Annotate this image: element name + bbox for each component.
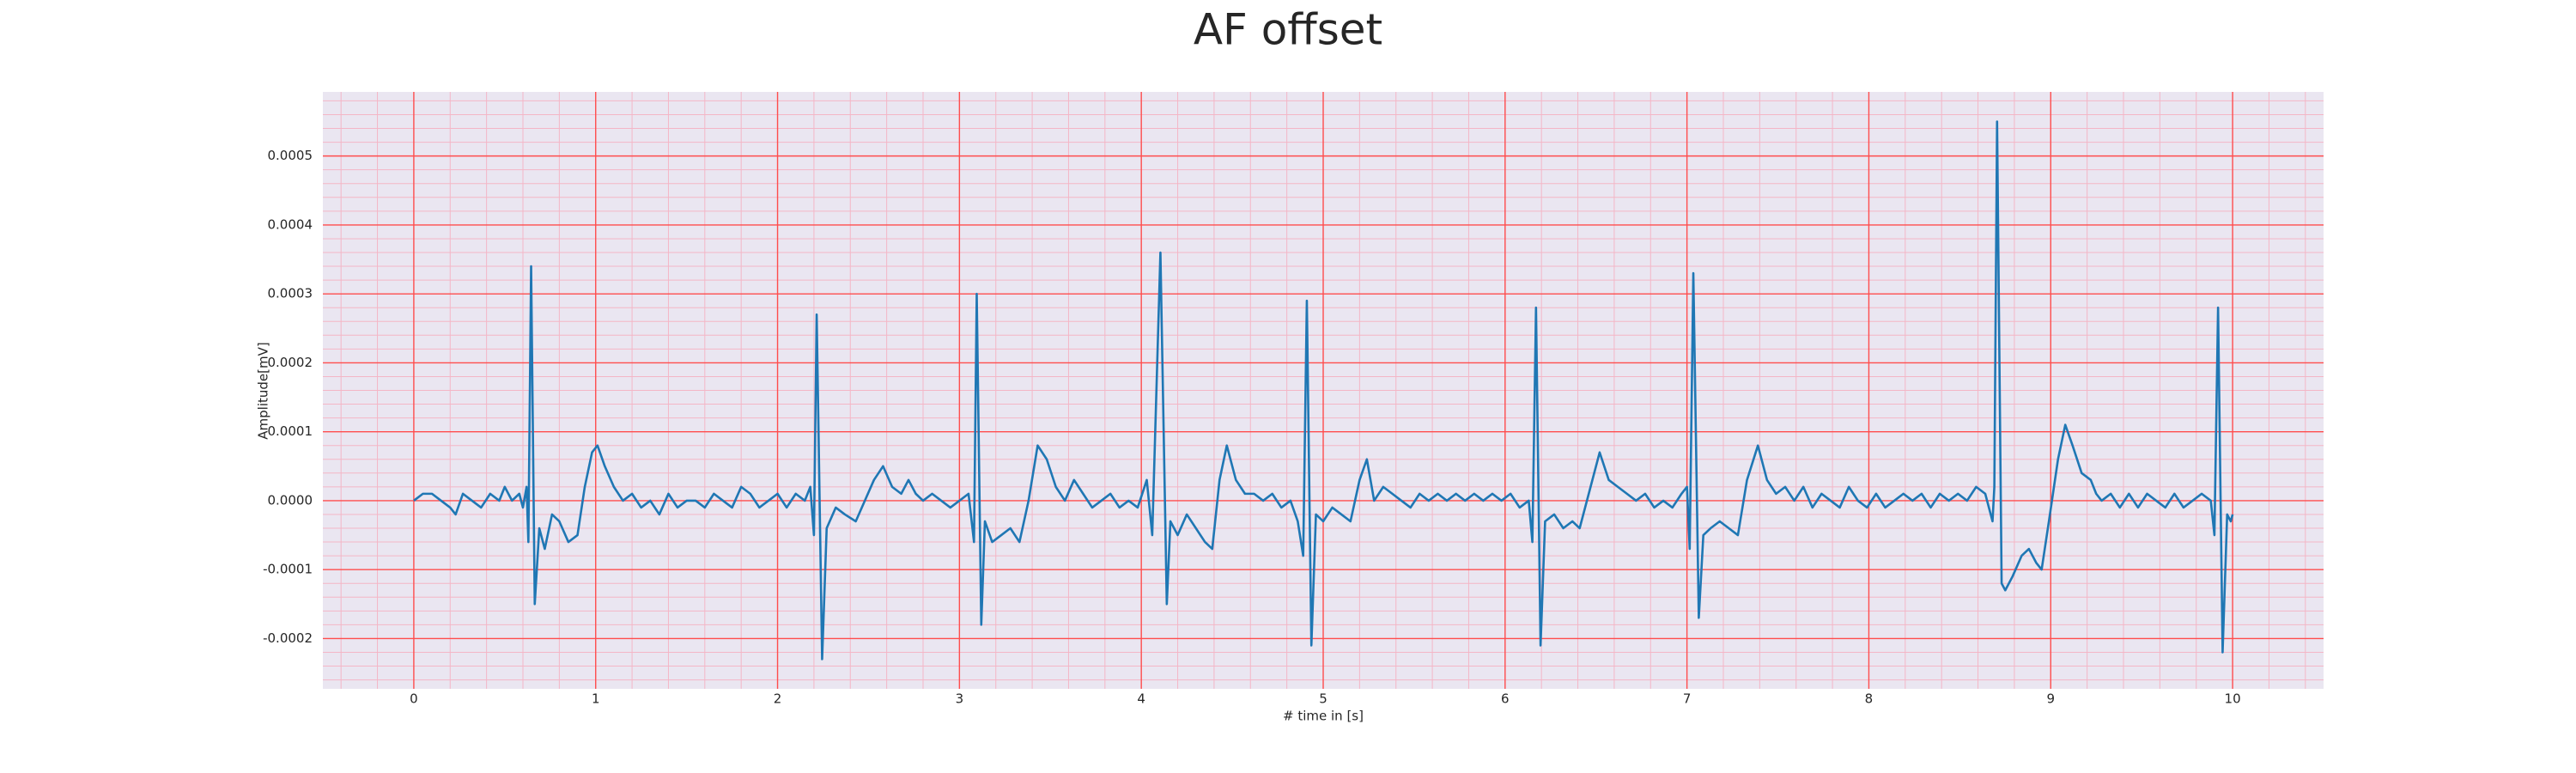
x-tick-label: 6 [1501, 691, 1510, 707]
x-tick-label: 1 [592, 691, 600, 707]
y-tick-label: -0.0001 [263, 562, 313, 577]
x-tick-label: 5 [1319, 691, 1327, 707]
y-tick-label: 0.0002 [268, 355, 313, 370]
y-axis-label: Amplitude[mV] [256, 342, 271, 439]
y-tick-label: 0.0004 [268, 216, 313, 232]
y-tick-label: 0.0001 [268, 423, 313, 439]
x-tick-label: 8 [1865, 691, 1874, 707]
x-tick-label: 7 [1683, 691, 1692, 707]
x-tick-label: 0 [410, 691, 418, 707]
signal-line [413, 120, 2234, 660]
x-axis-label: # time in [s] [1283, 709, 1364, 724]
plot-area [323, 92, 2324, 689]
x-tick-label: 4 [1137, 691, 1145, 707]
x-tick-label: 9 [2046, 691, 2055, 707]
y-tick-label: 0.0005 [268, 148, 313, 163]
y-tick-label: 0.0000 [268, 492, 313, 508]
y-tick-label: 0.0003 [268, 286, 313, 301]
x-tick-label: 10 [2225, 691, 2241, 707]
chart-title: AF offset [1194, 5, 1382, 55]
y-tick-label: -0.0002 [263, 630, 313, 646]
x-tick-label: 3 [956, 691, 964, 707]
x-tick-label: 2 [774, 691, 782, 707]
